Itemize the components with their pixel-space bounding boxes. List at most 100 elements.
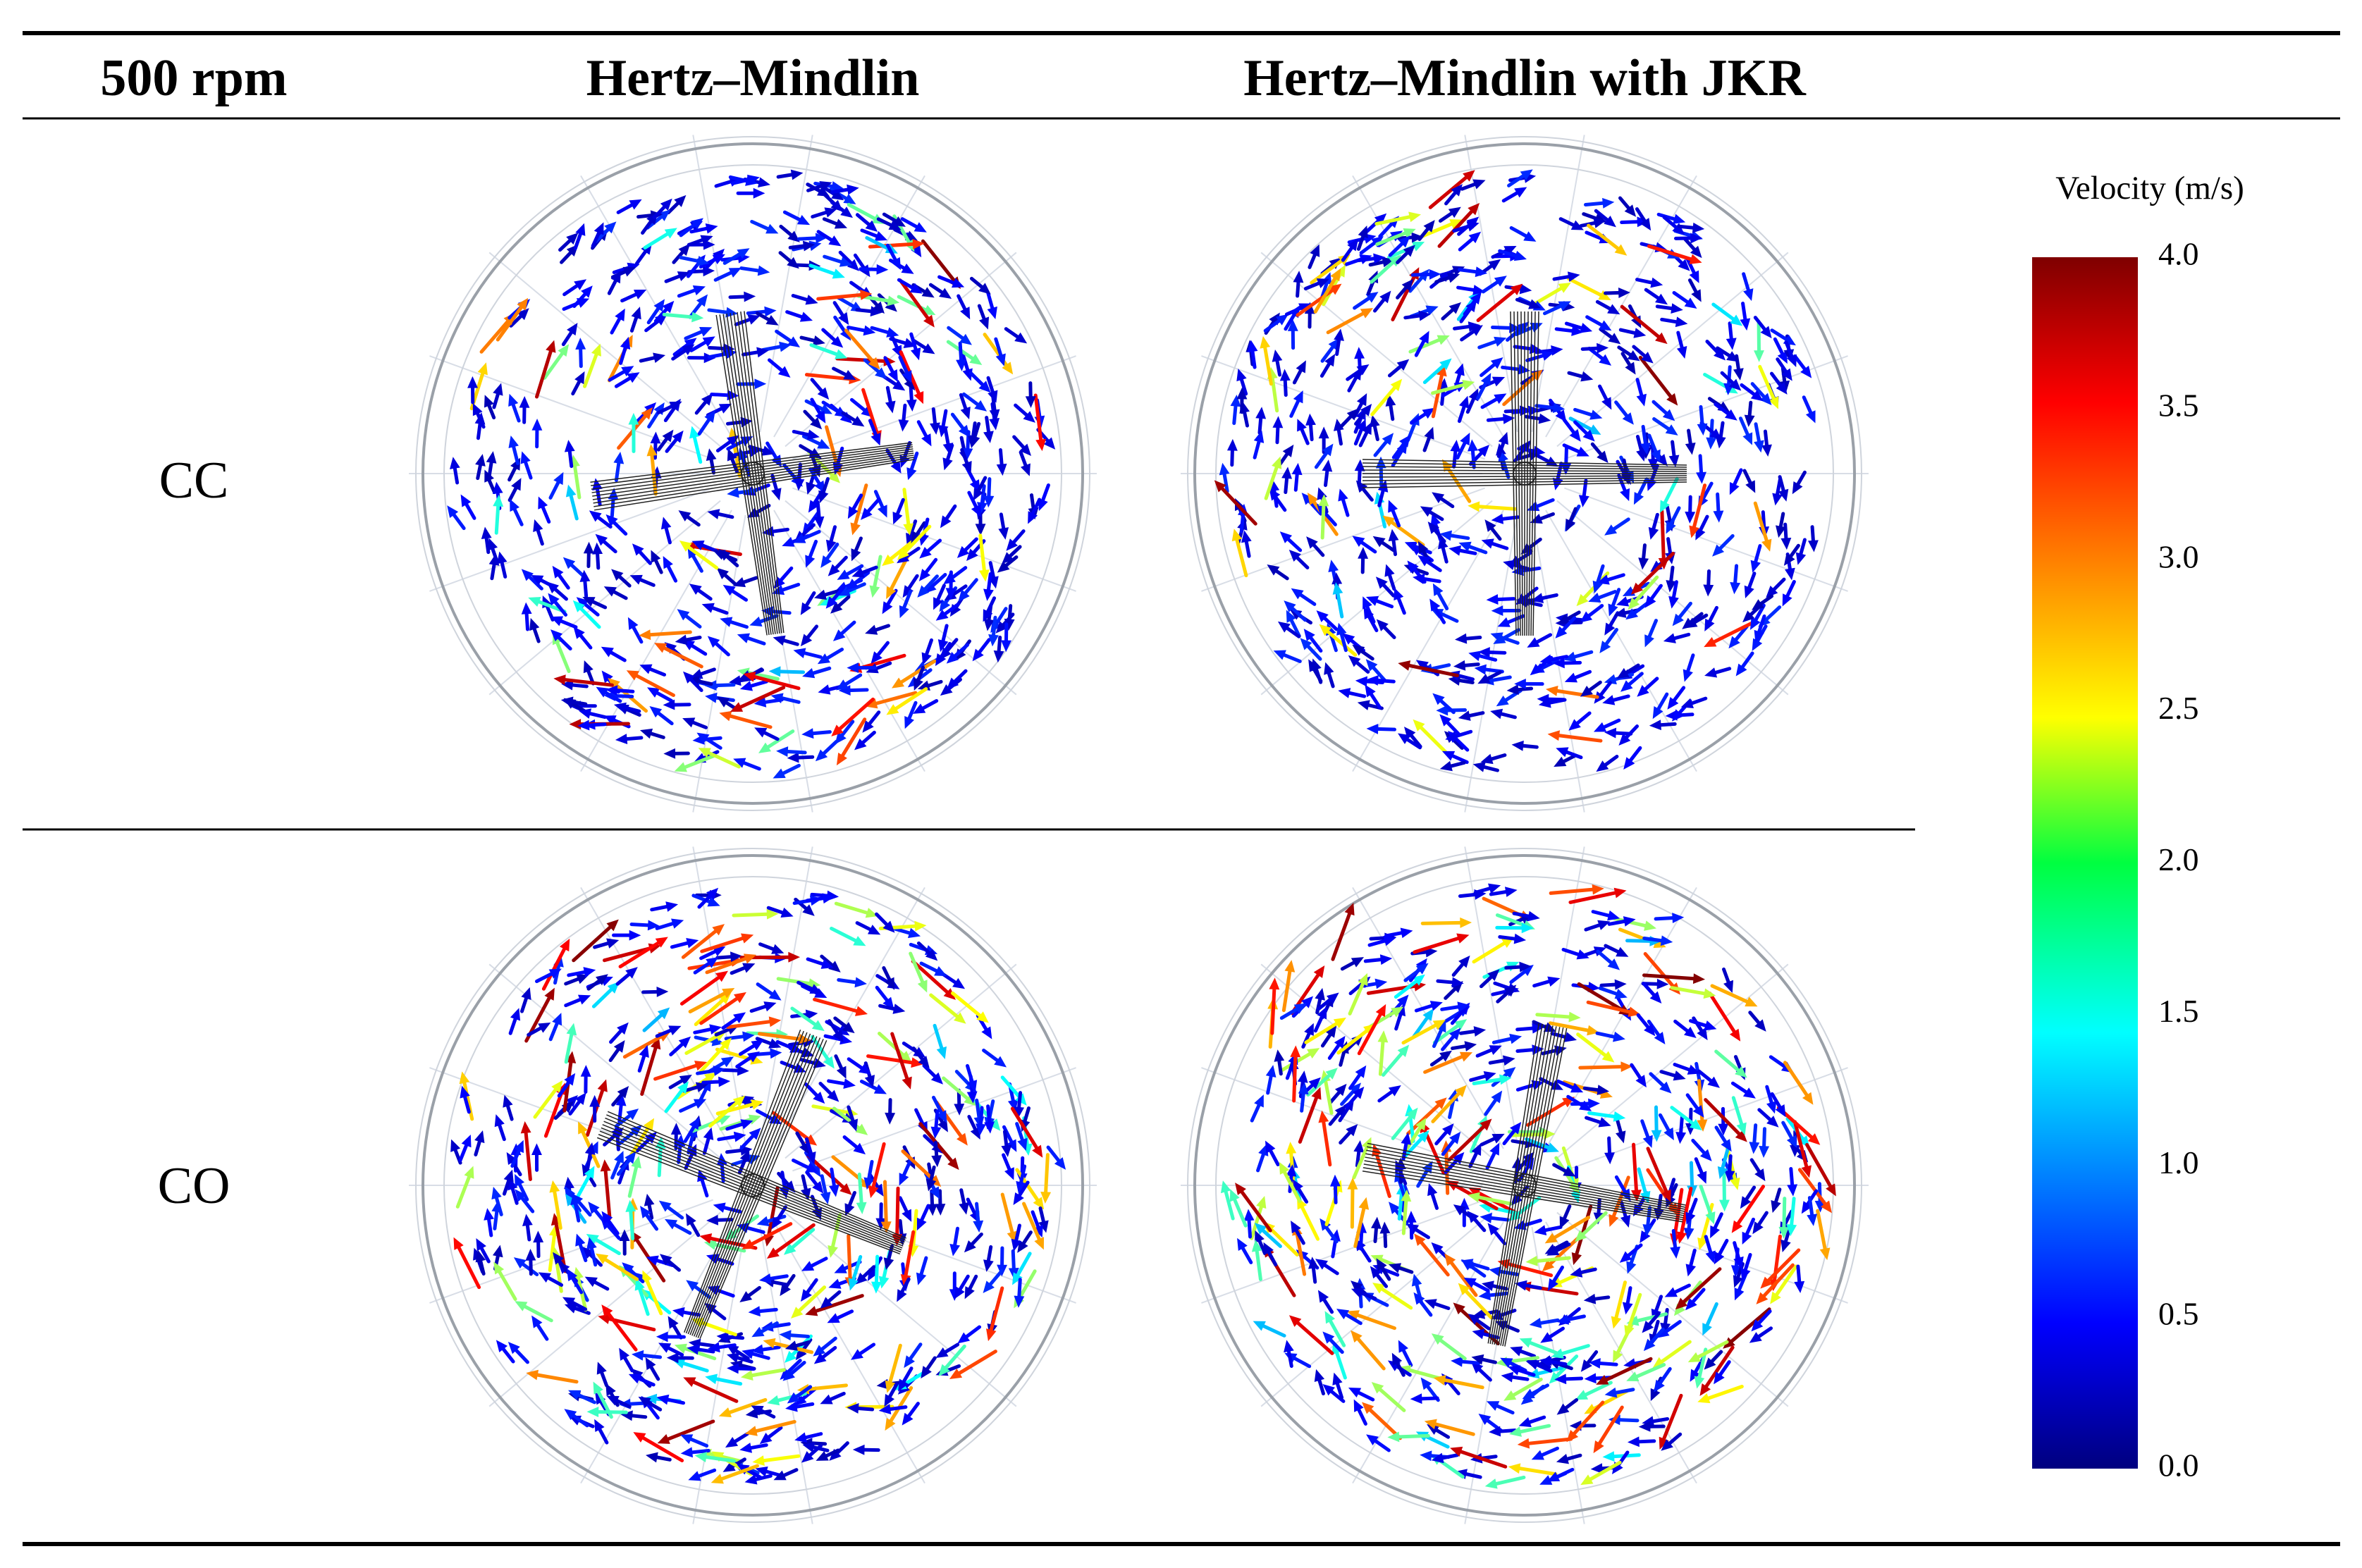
arrow-head <box>973 488 984 501</box>
arrow-head <box>1497 617 1511 627</box>
arrow-head <box>1439 760 1453 772</box>
arrow-head <box>1579 1100 1592 1111</box>
arrow-head <box>987 306 997 319</box>
arrow-head <box>1509 1033 1523 1044</box>
arrow-head <box>1613 1031 1625 1042</box>
arrow-head <box>822 893 835 904</box>
arrow-head <box>828 1278 842 1289</box>
arrow-head <box>1328 560 1339 573</box>
arrow-head <box>1286 1142 1297 1154</box>
arrow-head <box>913 703 926 714</box>
arrow-head <box>1355 676 1367 687</box>
arrow-head <box>1214 480 1226 493</box>
velocity-arrow <box>1714 1049 1744 1075</box>
arrow-head <box>1776 382 1788 395</box>
arrow-head <box>1480 373 1491 386</box>
arrow-head <box>875 1218 887 1230</box>
arrow-head <box>1731 1220 1743 1233</box>
arrow-head <box>836 1066 847 1079</box>
arrow-head <box>1460 1259 1474 1271</box>
arrow-head <box>1388 500 1398 513</box>
arrow-head <box>1650 560 1663 572</box>
velocity-arrow <box>847 202 880 223</box>
arrow-head <box>1463 1277 1477 1288</box>
arrow-head <box>1472 762 1486 772</box>
arrow-head <box>1684 1026 1697 1039</box>
arrow-head <box>787 257 799 269</box>
arrow-head <box>1453 660 1466 671</box>
arrow-head <box>813 1091 825 1104</box>
arrow-head <box>856 1202 867 1214</box>
arrow-head <box>1293 271 1304 283</box>
impeller-blade <box>601 1127 903 1249</box>
arrow-head <box>1307 492 1319 505</box>
arrow-head <box>737 633 750 643</box>
velocity-arrow <box>902 488 911 531</box>
vessel-outline <box>415 136 1090 811</box>
arrow-head <box>1406 1107 1418 1121</box>
velocity-arrow <box>495 1266 517 1302</box>
arrow-head <box>1441 459 1453 472</box>
arrow-head <box>1391 1006 1404 1018</box>
arrow-head <box>1279 1161 1290 1175</box>
arrow-head <box>1436 1020 1446 1033</box>
arrow-head <box>1539 1357 1552 1367</box>
arrow-head <box>1346 1310 1360 1321</box>
arrow-head <box>1692 973 1706 984</box>
arrow-head <box>1265 1140 1276 1154</box>
arrow-head <box>1624 1324 1635 1338</box>
velocity-arrow <box>1816 1209 1828 1255</box>
arrow-head <box>1613 1350 1623 1363</box>
arrow-head <box>1604 622 1616 636</box>
arrow-head <box>913 1047 926 1058</box>
arrow-head <box>875 367 887 379</box>
arrow-head <box>805 1162 818 1173</box>
velocity-arrow <box>1382 1048 1407 1077</box>
arrow-head <box>1439 1050 1452 1062</box>
arrow-head <box>940 515 952 529</box>
arrow-head <box>1599 320 1612 331</box>
arrow-head <box>753 696 767 708</box>
velocity-arrow <box>679 973 725 1006</box>
arrow-head <box>1538 697 1551 708</box>
arrow-head <box>1552 658 1565 669</box>
arrow-head <box>885 1380 896 1393</box>
velocity-arrow <box>455 1242 481 1290</box>
arrow-head <box>1446 273 1460 283</box>
arrow-head <box>686 1280 699 1292</box>
arrow-head <box>600 1159 611 1172</box>
arrow-head <box>1366 724 1379 734</box>
arrow-head <box>1575 1230 1587 1242</box>
arrow-head <box>1398 235 1410 248</box>
velocity-arrow <box>835 357 891 364</box>
arrow-head <box>664 1218 678 1230</box>
arrow-head <box>605 685 618 696</box>
arrow-head <box>1620 1061 1633 1073</box>
arrow-head <box>1014 1295 1025 1308</box>
arrow-head <box>1772 493 1783 506</box>
velocity-arrow <box>496 302 526 342</box>
arrow-head <box>847 184 859 195</box>
velocity-arrow <box>770 1223 816 1257</box>
mesh-line <box>1564 355 1848 460</box>
arrow-head <box>1654 1379 1665 1393</box>
arrow-head <box>739 1149 750 1163</box>
arrow-head <box>1699 1149 1712 1161</box>
arrow-head <box>1432 492 1445 503</box>
arrow-head <box>1496 695 1509 707</box>
arrow-head <box>897 1289 907 1302</box>
arrow-head <box>1541 350 1554 361</box>
arrow-head <box>670 1123 682 1135</box>
arrow-head <box>1356 364 1370 376</box>
arrow-head <box>1384 564 1395 577</box>
arrow-head <box>898 1378 909 1392</box>
arrow-head <box>1403 245 1415 257</box>
arrow-head <box>1517 1438 1530 1449</box>
arrow-head <box>700 235 713 245</box>
arrow-head <box>835 731 847 745</box>
impeller-blade <box>691 1035 814 1336</box>
arrow-head <box>1489 1426 1501 1437</box>
arrow-head <box>1491 1133 1505 1144</box>
velocity-arrow <box>1231 1193 1248 1228</box>
arrow-head <box>1672 913 1685 924</box>
